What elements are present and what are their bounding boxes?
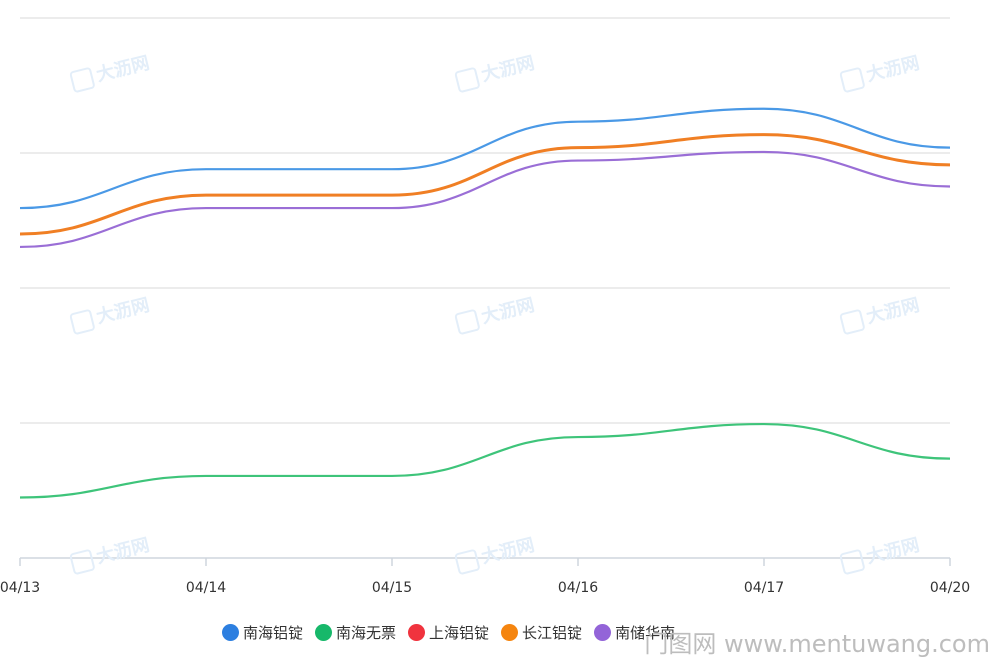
legend-item[interactable]: 南储华南 xyxy=(594,622,675,643)
x-tick-label: 04/14 xyxy=(186,580,226,596)
legend-item[interactable]: 上海铝锭 xyxy=(408,622,489,643)
series-lines xyxy=(19,107,951,499)
series-line xyxy=(19,150,951,249)
legend-marker-icon xyxy=(501,623,519,641)
x-tick-label: 04/15 xyxy=(372,580,412,596)
legend-label: 上海铝锭 xyxy=(429,623,490,642)
legend-marker-icon xyxy=(408,623,426,641)
legend-label: 南海铝锭 xyxy=(243,623,304,642)
gridlines xyxy=(20,17,950,559)
x-tick-label: 04/17 xyxy=(744,580,784,596)
legend-item[interactable]: 南海铝锭 xyxy=(222,622,303,643)
footer-watermark: 门图网 www.mentuwang.com xyxy=(644,630,990,658)
series-line xyxy=(19,422,951,499)
series-line xyxy=(19,107,951,210)
x-tick-label: 04/16 xyxy=(558,580,598,596)
x-tick-label: 04/13 xyxy=(0,580,40,596)
legend: 南海铝锭 南海无票 上海铝锭 长江铝锭 南储华南 xyxy=(222,620,687,644)
legend-item[interactable]: 长江铝锭 xyxy=(501,622,582,643)
legend-marker-icon xyxy=(315,623,333,641)
series-line xyxy=(19,133,951,236)
line-chart: 04/13 04/14 04/15 04/16 04/17 04/20 xyxy=(0,17,970,596)
legend-label: 南海无票 xyxy=(336,623,397,642)
x-tick-label: 04/20 xyxy=(930,580,970,596)
legend-item[interactable]: 南海无票 xyxy=(315,622,396,643)
legend-label: 南储华南 xyxy=(615,623,676,642)
legend-marker-icon xyxy=(222,623,239,641)
legend-marker-icon xyxy=(594,623,612,641)
x-axis: 04/13 04/14 04/15 04/16 04/17 04/20 xyxy=(0,558,970,596)
legend-label: 长江铝锭 xyxy=(522,623,583,642)
